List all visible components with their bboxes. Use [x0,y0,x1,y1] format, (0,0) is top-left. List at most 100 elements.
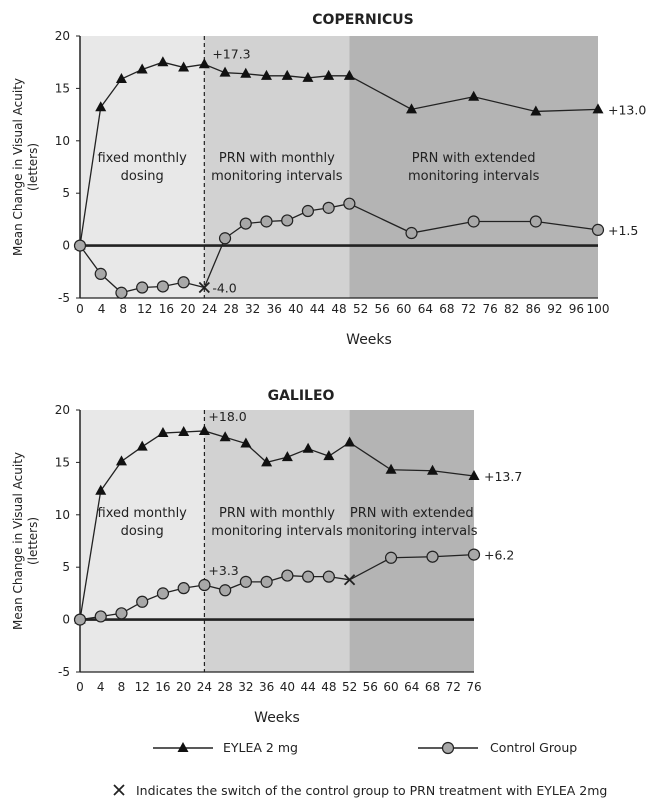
phase-band-3 [349,410,474,672]
control-point [156,587,170,600]
eylea-point [281,451,293,462]
x-tick-label: 44 [300,680,315,694]
y-axis-label-units: (letters) [26,517,40,565]
x-tick-label: 20 [180,302,195,316]
switch-x-stroke [343,574,356,586]
x-tick-label: 76 [466,680,481,694]
y-axis-label: Mean Change in Visual Acuity [11,452,25,630]
x-tick-label: 72 [461,302,476,316]
x-tick-label: 36 [267,302,282,316]
eylea-point [406,103,418,114]
phase-label-2-line2: monitoring intervals [211,524,343,539]
x-tick-label: 56 [375,302,390,316]
eylea-point [240,67,252,78]
legend: EYLEA 2 mg Control Group Indicates the s… [113,740,607,798]
x-tick-label: 60 [383,680,398,694]
y-tick-label: 15 [55,455,70,469]
control-point [260,575,273,588]
control-point [343,197,356,210]
eylea-point [427,464,439,475]
eylea-point [115,72,127,83]
eylea-point [302,442,314,453]
data-annotation: +17.3 [212,46,250,61]
control-point [302,570,315,583]
eylea-point [198,424,210,435]
control-point [301,204,315,218]
switch-x-marker [198,281,210,294]
y-tick-label: 15 [55,81,70,95]
phase-label-3: PRN with extended [412,151,536,166]
control-point [198,578,211,592]
x-tick-label: 36 [259,680,274,694]
y-tick-label: 10 [55,508,70,522]
x-tick-label: 48 [321,680,336,694]
x-tick-label: 16 [159,302,174,316]
legend-control-label: Control Group [490,740,577,755]
legend-eylea-label: EYLEA 2 mg [223,740,298,755]
x-axis-label: Weeks [254,710,300,726]
control-point [136,281,149,294]
x-tick-label: 52 [342,680,357,694]
x-tick-label: 68 [439,302,454,316]
x-tick-label: 32 [238,680,253,694]
x-tick-label: 4 [97,680,105,694]
y-tick-label: 10 [55,134,70,148]
x-tick-label: 64 [404,680,419,694]
chart-title: COPERNICUS [312,12,413,28]
control-point [156,280,169,293]
control-point [384,551,398,564]
chart-title: GALILEO [268,388,335,404]
x-tick-label: 92 [547,302,562,316]
x-tick-label: 0 [76,302,84,316]
data-annotation: +3.3 [208,563,238,578]
control-point [239,575,252,588]
phase-label-3-line2: monitoring intervals [408,169,540,184]
eylea-point [219,431,231,442]
x-tick-label: 40 [288,302,303,316]
eylea-point [260,69,272,80]
x-tick-label: 60 [396,302,411,316]
control-point [177,582,190,595]
control-point [115,286,128,299]
phase-band-3 [349,36,598,298]
data-annotation: +1.5 [608,223,638,238]
switch-x-marker [343,574,356,586]
x-tick-label: 48 [331,302,346,316]
data-annotation: +13.7 [484,469,522,484]
eylea-point [136,440,148,451]
x-tick-label: 68 [425,680,440,694]
data-annotation: +6.2 [484,548,514,563]
control-point [322,201,335,214]
eylea-point [385,463,397,474]
phase-label-1-line2: dosing [121,169,164,184]
control-point [467,548,481,561]
x-tick-label: 72 [446,680,461,694]
control-point [115,607,128,620]
phase-label-2: PRN with monthly [219,151,335,166]
x-tick-label: 4 [98,302,106,316]
eylea-point [468,90,480,101]
eylea-point [343,69,355,80]
y-axis-label: Mean Change in Visual Acuity [11,78,25,256]
control-point [467,215,480,228]
x-tick-label: 82 [504,302,519,316]
phase-label-3: PRN with extended [350,506,474,521]
control-point [426,550,439,563]
eylea-point [198,58,210,69]
eylea-point [323,450,335,461]
phase-label-1-line2: dosing [121,524,164,539]
y-tick-label: 5 [62,560,70,574]
eylea-point [344,436,356,447]
phase-band-2 [204,410,350,672]
data-annotation: -4.0 [212,281,236,296]
control-point [73,613,87,626]
control-point [405,226,418,240]
control-point [529,215,542,228]
legend-control-circle-icon [441,741,455,755]
y-axis-label-units: (letters) [26,143,40,191]
phase-label-1: fixed monthly [98,506,188,521]
phase-label-2: PRN with monthly [219,506,335,521]
